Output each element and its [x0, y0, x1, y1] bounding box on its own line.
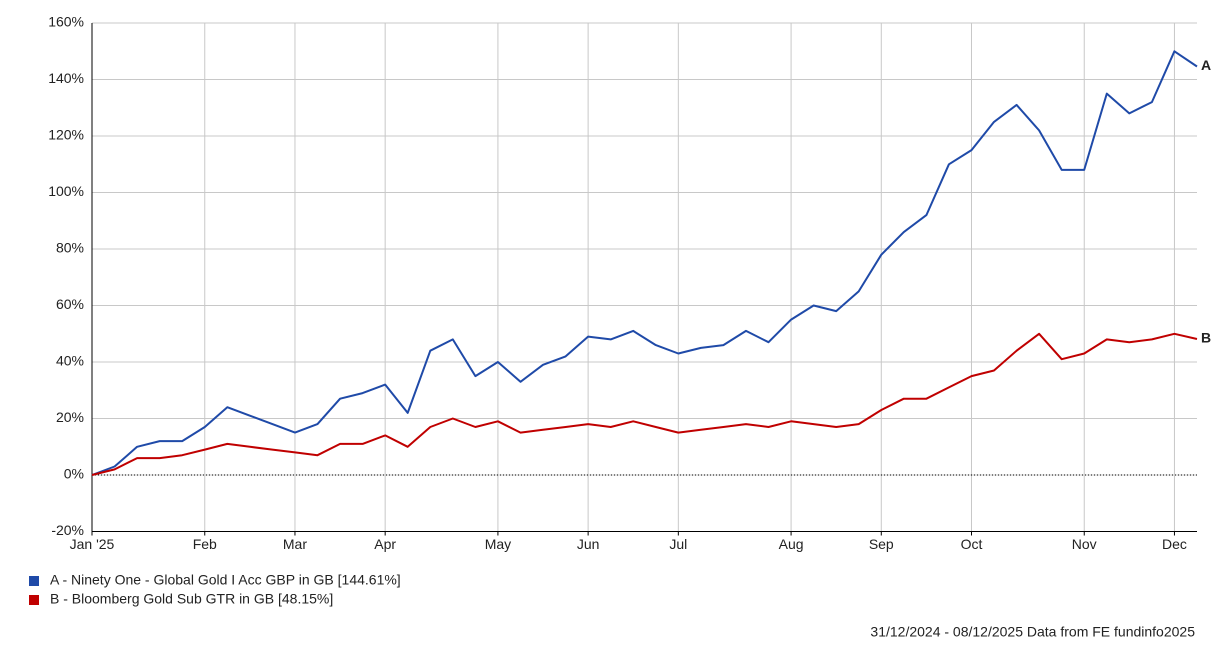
x-tick-label: Jun	[577, 536, 600, 552]
y-tick-label: 100%	[48, 183, 84, 199]
y-tick-label: 120%	[48, 127, 84, 143]
x-tick-label: May	[485, 536, 511, 552]
legend-swatch	[29, 595, 39, 605]
legend-label: B - Bloomberg Gold Sub GTR in GB [48.15%…	[50, 591, 333, 607]
x-tick-label: Sep	[869, 536, 894, 552]
x-tick-label: Nov	[1072, 536, 1097, 552]
legend-label: A - Ninety One - Global Gold I Acc GBP i…	[50, 572, 401, 588]
series-line	[91, 332, 1198, 476]
x-tick-label: Jul	[669, 536, 687, 552]
y-tick-label: 40%	[56, 353, 84, 369]
y-tick-label: 80%	[56, 240, 84, 256]
end-label: A	[1201, 57, 1211, 73]
y-tick-label: -20%	[51, 522, 84, 538]
x-tick-label: Oct	[961, 536, 983, 552]
x-tick-label: Aug	[779, 536, 804, 552]
y-tick-label: 0%	[64, 466, 84, 482]
footer: 31/12/2024 - 08/12/2025 Data from FE fun…	[870, 624, 1195, 640]
x-tick-label: Mar	[283, 536, 307, 552]
y-tick-label: 160%	[48, 14, 84, 30]
y-tick-label: 140%	[48, 70, 84, 86]
end-label: B	[1201, 330, 1211, 346]
y-tick-label: 60%	[56, 296, 84, 312]
x-tick-label: Apr	[374, 536, 396, 552]
series-line	[91, 50, 1198, 476]
x-tick-label: Feb	[193, 536, 217, 552]
x-tick-label: Dec	[1162, 536, 1187, 552]
legend-swatch	[29, 576, 39, 586]
y-tick-label: 20%	[56, 409, 84, 425]
x-tick-label: Jan '25	[70, 536, 115, 552]
